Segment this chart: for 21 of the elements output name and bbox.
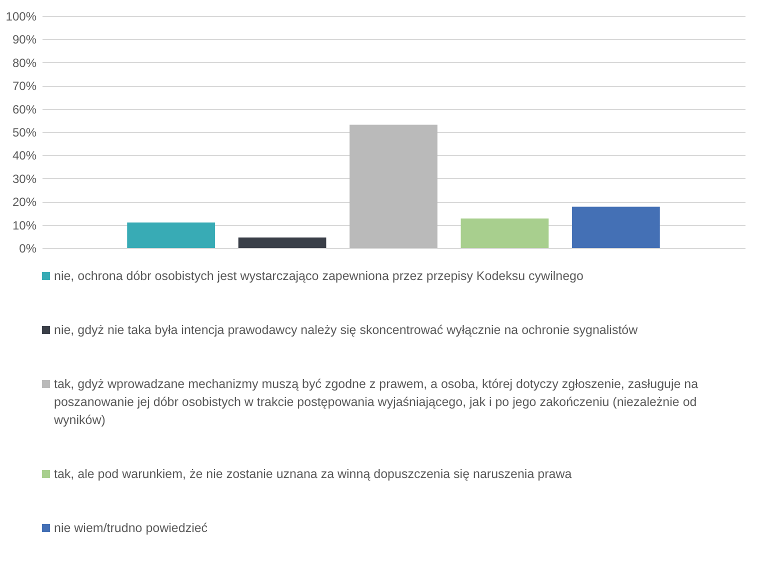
bar xyxy=(460,218,549,248)
y-tick-label: 80% xyxy=(12,56,37,70)
y-tick-label: 50% xyxy=(12,126,37,140)
y-tick-label: 40% xyxy=(12,148,37,163)
y-tick-label: 90% xyxy=(12,32,37,47)
y-tick-label: 70% xyxy=(12,79,37,94)
legend-label: tak, gdyż wprowadzane mechanizmy muszą być zgodne z prawem, a osoba, której dotyczy zgłoszenie, zasługuje na poszanowanie jej dóbr osobistych w trakcie postępowania wyjaśniającego, jak i po jego zakończeniu (niezależnie od wyników) xyxy=(53,377,698,427)
y-tick-label: 60% xyxy=(12,102,37,116)
legend-label: tak, ale pod warunkiem, że nie zostanie uznana za winną dopuszczenia się naruszenia prawa xyxy=(54,467,572,481)
y-tick-label: 20% xyxy=(12,195,37,210)
bar xyxy=(238,238,326,248)
y-tick-label: 100% xyxy=(6,10,37,24)
bar xyxy=(572,206,660,248)
y-tick-label: 30% xyxy=(12,172,37,186)
bar xyxy=(127,222,215,248)
legend-label: nie, ochrona dóbr osobistych jest wystarczająco zapewniona przez przepisy Kodeksu cywilnego xyxy=(54,269,584,283)
legend-label: nie, gdyż nie taka była intencja prawodawcy należy się skoncentrować wyłącznie na ochronie sygnalistów xyxy=(54,323,639,337)
y-tick-label: 0% xyxy=(19,242,37,256)
legend-label: nie wiem/trudno powiedzieć xyxy=(54,521,208,535)
bar xyxy=(350,124,438,248)
y-tick-label: 10% xyxy=(12,218,37,232)
